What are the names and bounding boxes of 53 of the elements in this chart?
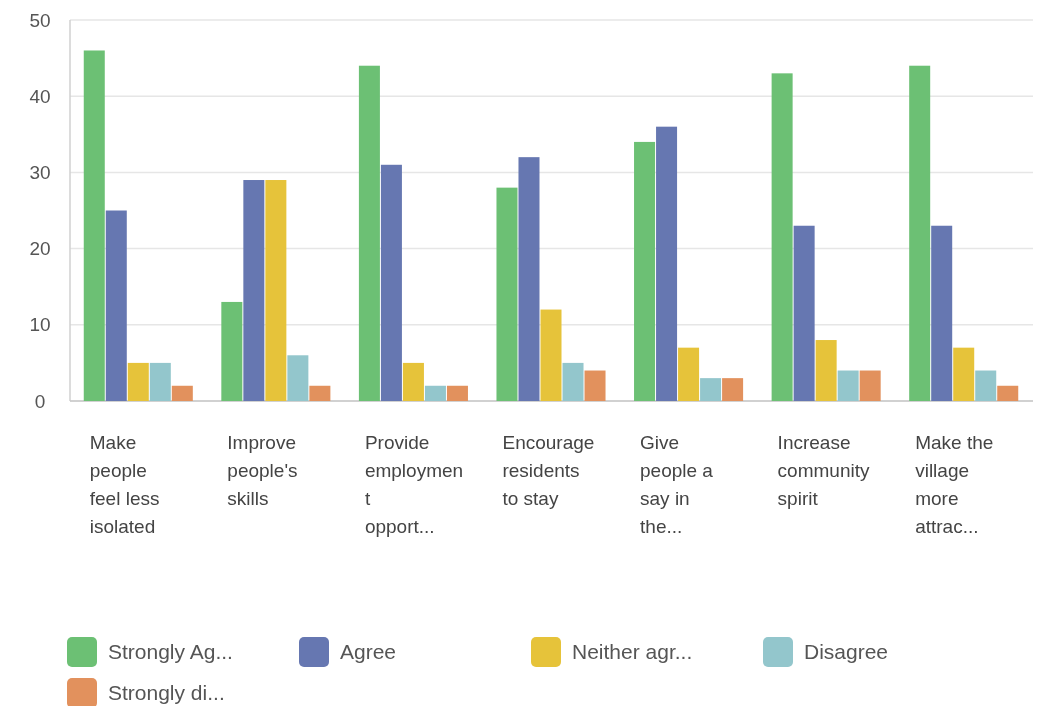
x-tick-label: Improve people's skills <box>227 432 298 509</box>
bar <box>584 370 606 401</box>
bar <box>859 370 881 401</box>
bar <box>496 187 518 401</box>
legend-label: Disagree <box>804 640 889 664</box>
x-tick-label: Give people a say in the... <box>640 432 714 537</box>
bar <box>700 378 722 401</box>
bar <box>997 385 1019 401</box>
legend-label: Agree <box>340 640 397 664</box>
bar <box>656 126 678 401</box>
y-tick-label: 20 <box>29 238 51 260</box>
bar <box>540 309 562 401</box>
bar <box>837 370 859 401</box>
bar <box>562 362 584 401</box>
y-tick-label: 0 <box>34 390 46 412</box>
legend-label: Strongly di... <box>108 681 225 705</box>
bar <box>771 73 793 401</box>
y-tick-label: 30 <box>29 162 51 184</box>
bar <box>518 157 540 401</box>
bar <box>634 141 656 401</box>
bar <box>953 347 975 401</box>
bar <box>243 180 265 401</box>
x-tick-label: Provide employmen t opport... <box>364 432 464 537</box>
bar <box>722 378 744 401</box>
bar <box>793 225 815 401</box>
bar <box>424 385 446 401</box>
bar <box>149 362 171 401</box>
bar <box>815 340 837 401</box>
bar <box>171 385 193 401</box>
x-tick-label: Encourage residents to stay <box>502 432 595 509</box>
legend-label: Strongly Ag... <box>108 640 233 664</box>
bar <box>402 362 424 401</box>
bar <box>975 370 997 401</box>
bar <box>358 65 380 401</box>
bar <box>931 225 953 401</box>
bar <box>380 164 402 401</box>
x-tick-label: Increase community spirit <box>777 432 870 509</box>
bar <box>678 347 700 401</box>
x-tick-label: Make the village more attrac... <box>915 432 994 537</box>
bar <box>265 180 287 401</box>
y-tick-label: 10 <box>29 314 51 336</box>
x-tick-label: Make people feel less isolated <box>89 432 160 537</box>
y-tick-label: 40 <box>29 85 51 107</box>
bar <box>287 355 309 401</box>
bar <box>446 385 468 401</box>
y-tick-label: 50 <box>29 9 51 31</box>
bar <box>221 301 243 401</box>
bar <box>83 50 105 401</box>
bar <box>127 362 149 401</box>
bar <box>309 385 331 401</box>
bar <box>105 210 127 401</box>
bar <box>909 65 931 401</box>
legend-label: Neither agr... <box>572 640 693 664</box>
